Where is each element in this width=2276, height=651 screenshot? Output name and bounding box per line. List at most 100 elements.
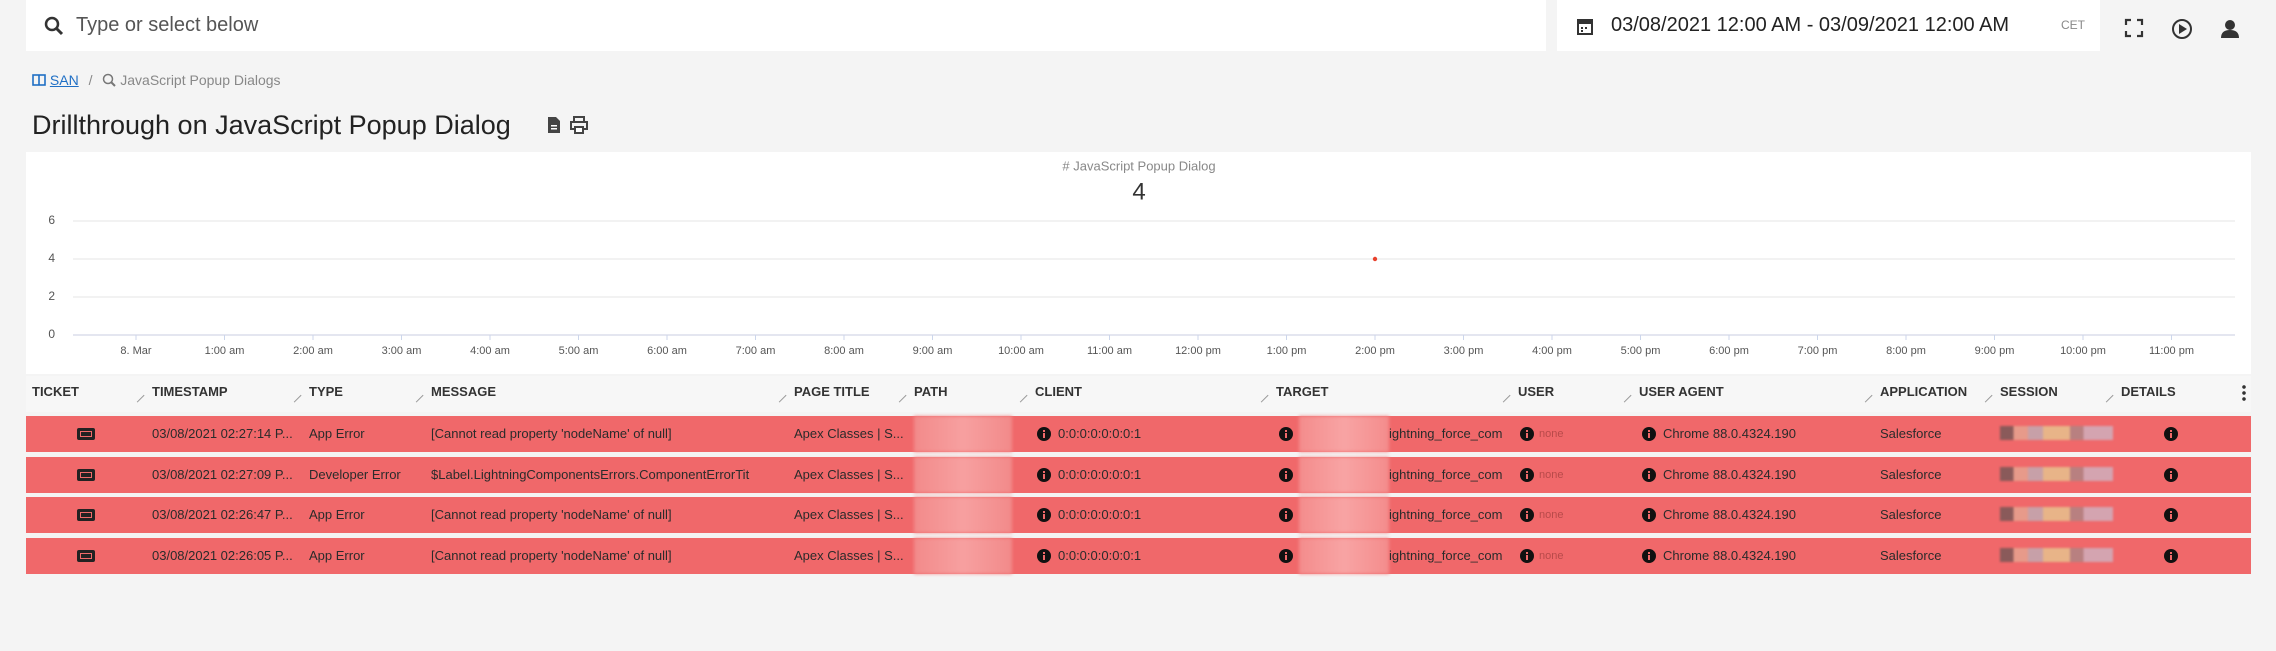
- user-icon[interactable]: [2221, 20, 2239, 38]
- x-tick-label: 6:00 am: [647, 345, 687, 357]
- column-header: MESSAGE: [431, 384, 497, 399]
- x-tick-label: 9:00 am: [913, 345, 953, 357]
- print-icon[interactable]: [570, 116, 588, 134]
- x-tick-label: 2:00 pm: [1355, 345, 1395, 357]
- calendar-icon: [1577, 19, 1593, 35]
- client: 0:0:0:0:0:0:0:1: [1058, 426, 1142, 441]
- data-table: TICKET TIMESTAMP TYPE MESSAGE PAGE TITLE PATH…: [0, 376, 2276, 576]
- column-header: TYPE: [309, 384, 343, 399]
- export-icon[interactable]: [548, 117, 560, 133]
- application: Salesforce: [1880, 426, 1942, 441]
- table-header: [26, 376, 2251, 412]
- toolbar-icons: [2124, 18, 2239, 39]
- ticket-icon: [77, 549, 95, 562]
- chart: # JavaScript Popup Dialog 4 0 2 4 6 8. Mar 1:…: [48, 158, 2235, 357]
- chart-subtitle: 4: [1132, 178, 1145, 205]
- target-redacted: [1299, 497, 1389, 534]
- x-tick-label: 1:00 am: [205, 345, 245, 357]
- client: 0:0:0:0:0:0:0:1: [1058, 507, 1142, 523]
- search-icon: [44, 16, 64, 36]
- ticket-icon: [77, 468, 95, 481]
- target-redacted: [1299, 416, 1389, 452]
- column-header: APPLICATION: [1880, 384, 1968, 399]
- y-tick-label: 6: [48, 213, 55, 227]
- info-icon: [1642, 548, 1656, 563]
- column-header: CLIENT: [1035, 384, 1082, 399]
- chart-title: # JavaScript Popup Dialog: [1062, 158, 1215, 173]
- column-menu: [2242, 384, 2246, 402]
- message: [Cannot read property 'nodeName' of null…: [431, 547, 672, 563]
- session-redacted: [2000, 507, 2113, 522]
- ticket-icon: [77, 509, 95, 522]
- breadcrumb-separator: /: [88, 72, 93, 88]
- column-header: USER: [1518, 384, 1555, 399]
- timestamp: 03/08/2021 02:27:14 P...: [152, 426, 293, 441]
- breadcrumb-link[interactable]: SAN: [49, 72, 79, 88]
- y-tick-label: 2: [48, 289, 55, 303]
- play-icon[interactable]: [2172, 19, 2192, 39]
- x-tick-label: 11:00 am: [1087, 345, 1132, 357]
- x-tick-label: 9:00 pm: [1975, 345, 2015, 357]
- page-title: Apex Classes | S...: [794, 466, 904, 482]
- type: App Error: [309, 547, 365, 563]
- target-redacted: [1299, 456, 1389, 493]
- info-icon: [1520, 548, 1534, 563]
- search-small-icon: [103, 73, 117, 87]
- y-tick-label: 0: [48, 327, 55, 341]
- info-icon: [1642, 467, 1656, 482]
- info-icon: [1642, 427, 1656, 441]
- x-tick-label: 5:00 am: [559, 345, 599, 357]
- info-icon: [1037, 427, 1051, 441]
- timestamp: 03/08/2021 02:26:47 P...: [152, 507, 293, 523]
- client: 0:0:0:0:0:0:0:1: [1058, 547, 1142, 563]
- x-tick-label: 7:00 pm: [1798, 345, 1838, 357]
- message: $Label.LightningComponentsErrors.Compone…: [431, 466, 750, 482]
- column-header: PAGE TITLE: [794, 384, 870, 399]
- info-icon: [1279, 427, 1293, 441]
- application: Salesforce: [1880, 507, 1942, 523]
- x-tick-label: 4:00 am: [470, 345, 510, 357]
- fullscreen-icon[interactable]: [2124, 18, 2144, 38]
- date-range[interactable]: 03/08/2021 12:00 AM - 03/09/2021 12:00 A…: [1557, 0, 2100, 51]
- target: ightning_force_com: [1389, 547, 1503, 563]
- target: ightning_force_com: [1389, 466, 1503, 482]
- application: Salesforce: [1880, 466, 1942, 482]
- x-tick-label: 10:00 pm: [2060, 345, 2106, 357]
- info-icon: [1037, 548, 1051, 563]
- target: ightning_force_com: [1389, 426, 1503, 441]
- session-redacted: [2000, 426, 2113, 440]
- user-agent: Chrome 88.0.4324.190: [1663, 426, 1796, 441]
- user: none: [1539, 468, 1564, 481]
- x-tick-label: 8:00 pm: [1886, 345, 1926, 357]
- info-icon: [2164, 467, 2178, 482]
- info-icon: [1037, 467, 1051, 482]
- session-redacted: [2000, 466, 2113, 481]
- x-tick-label: 3:00 am: [382, 345, 422, 357]
- chart-panel: # JavaScript Popup Dialog 4 0 2 4 6 8. Mar 1:…: [26, 152, 2251, 374]
- timestamp: 03/08/2021 02:27:09 P...: [152, 466, 293, 482]
- x-tick-label: 8. Mar: [120, 345, 152, 357]
- type: App Error: [309, 507, 365, 523]
- path-redacted: [914, 497, 1012, 534]
- timestamp: 03/08/2021 02:26:05 P...: [152, 547, 293, 563]
- x-tick-label: 2:00 am: [293, 345, 333, 357]
- session-redacted: [2000, 547, 2113, 562]
- application: Salesforce: [1880, 547, 1942, 563]
- x-tick-label: 5:00 pm: [1621, 345, 1661, 357]
- user-agent: Chrome 88.0.4324.190: [1663, 466, 1796, 482]
- column-header: TIMESTAMP: [152, 384, 228, 399]
- dashboard-icon: [32, 74, 46, 86]
- table-row: [26, 537, 2251, 574]
- page-title: Apex Classes | S...: [794, 547, 904, 563]
- title-actions: [548, 116, 588, 134]
- info-icon: [2164, 427, 2178, 441]
- info-icon: [2164, 508, 2178, 523]
- message: [Cannot read property 'nodeName' of null…: [431, 426, 672, 441]
- column-header: TICKET: [32, 384, 79, 399]
- breadcrumb: SAN / JavaScript Popup Dialogs: [32, 72, 281, 88]
- info-icon: [1520, 467, 1534, 482]
- user-agent: Chrome 88.0.4324.190: [1663, 507, 1796, 523]
- info-icon: [1520, 427, 1534, 441]
- search-bar[interactable]: Type or select below: [26, 0, 1546, 51]
